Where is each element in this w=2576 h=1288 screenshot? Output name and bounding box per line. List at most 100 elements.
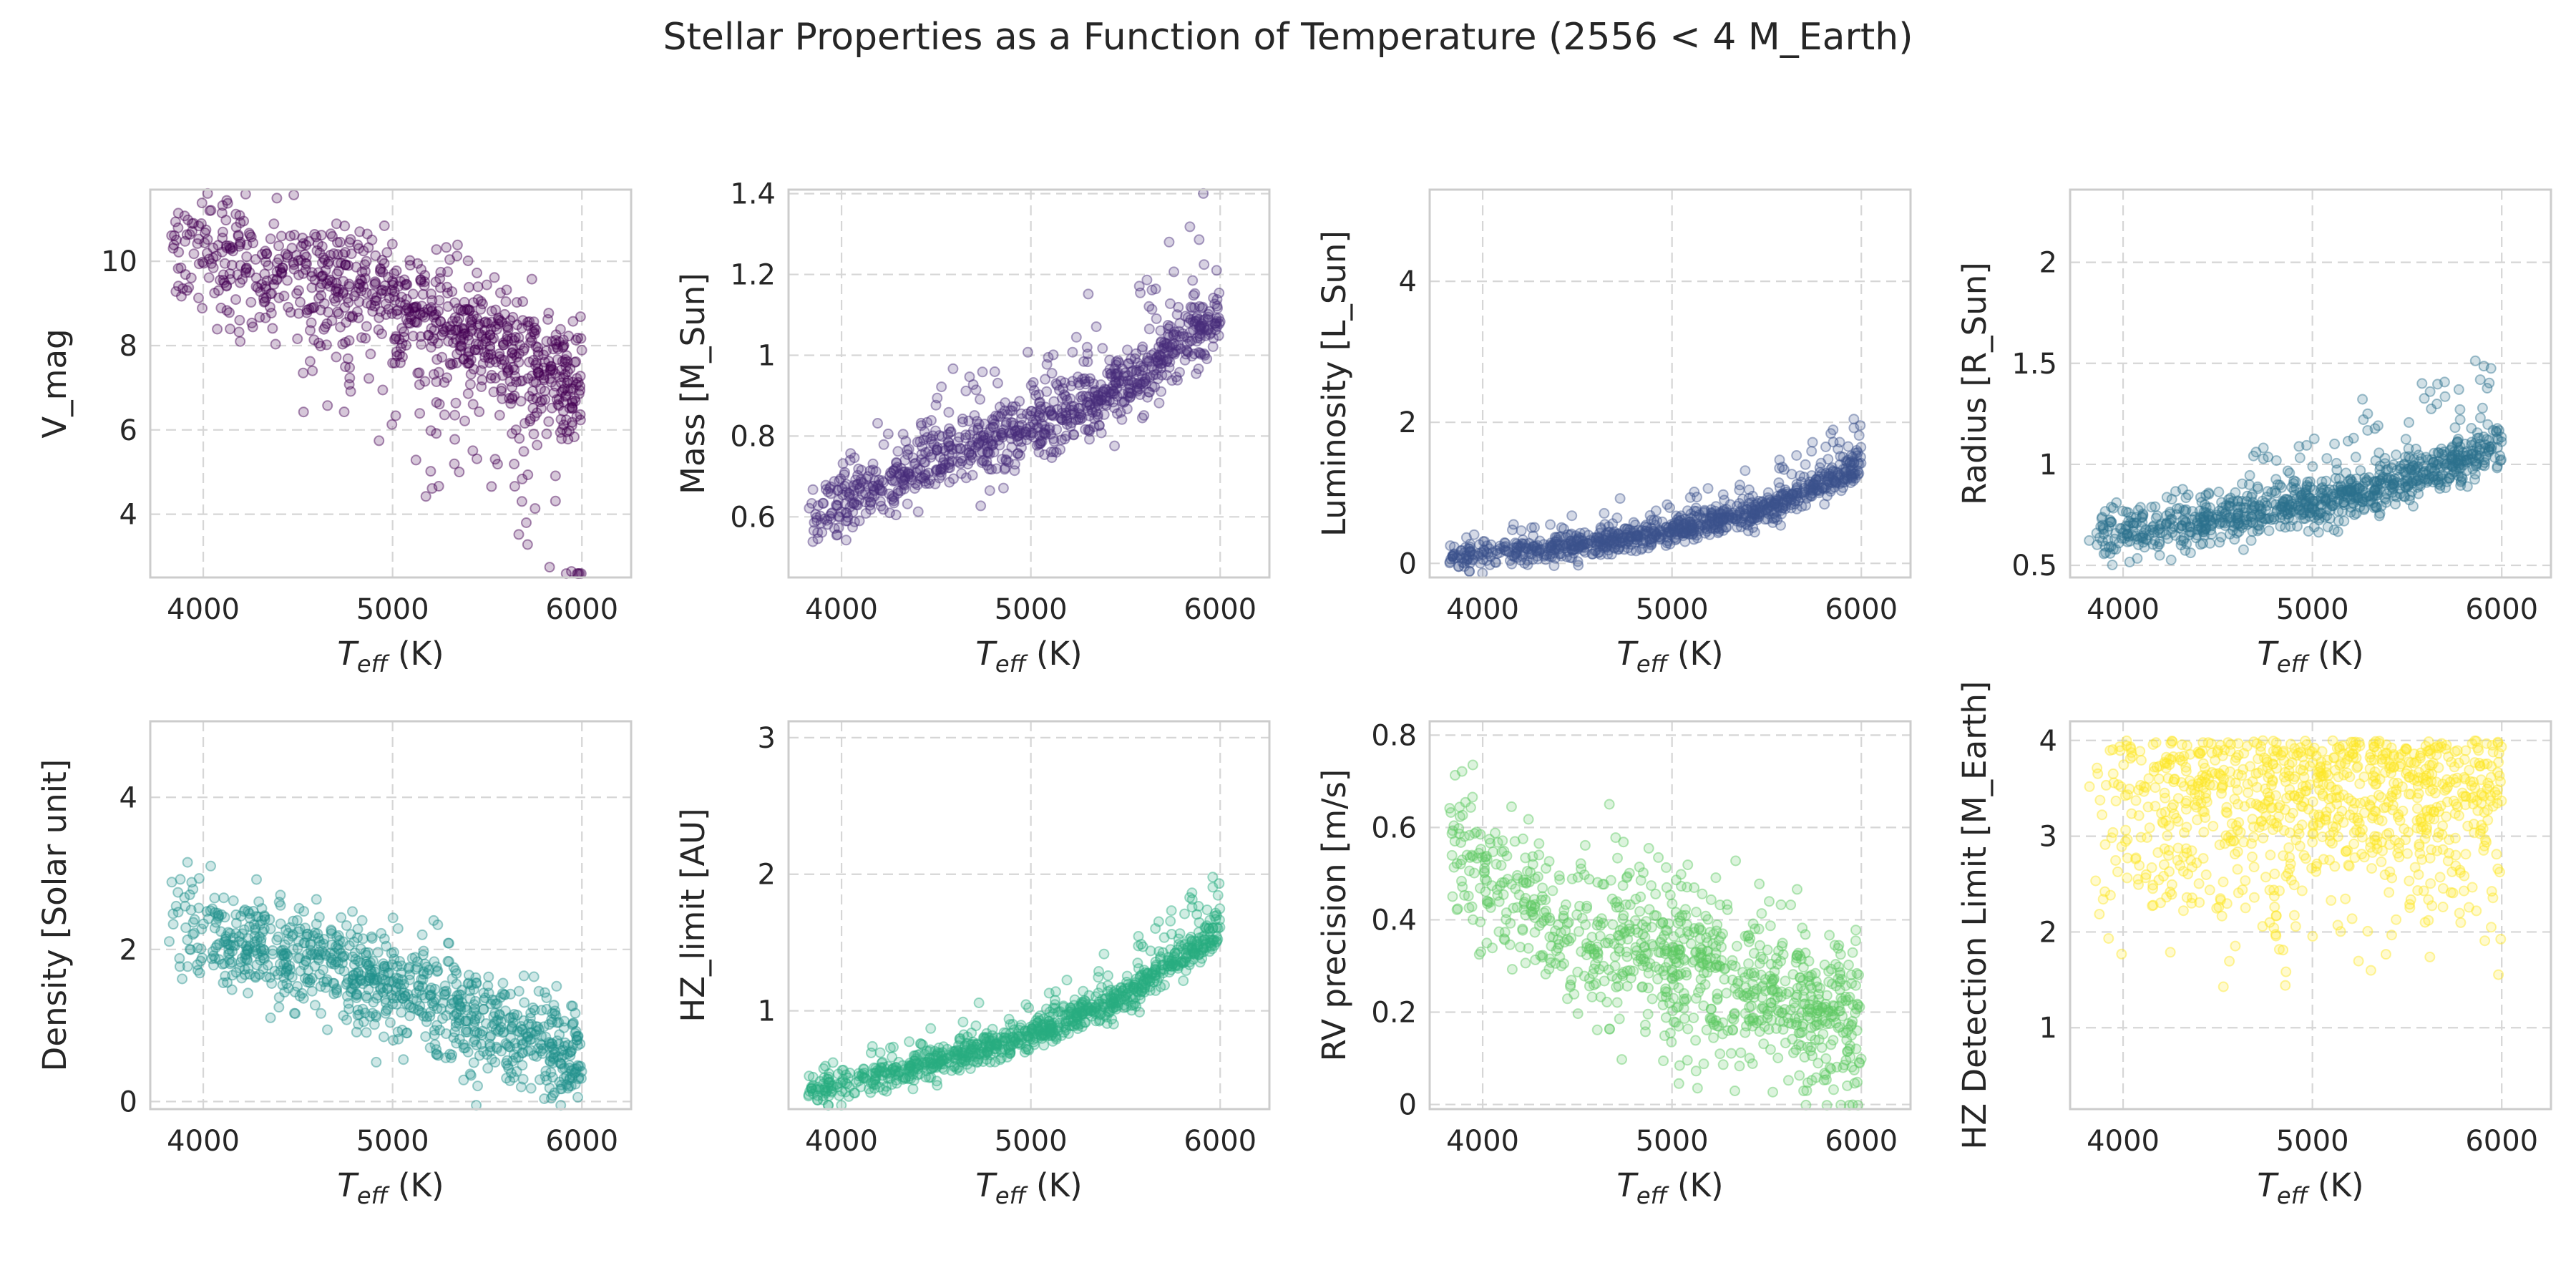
y-tick-label: 1: [758, 339, 776, 372]
data-point: [263, 260, 274, 271]
y-tick-label: 0.5: [2011, 550, 2057, 582]
data-point: [395, 357, 406, 369]
data-point: [2237, 522, 2248, 533]
data-point: [416, 301, 427, 312]
data-point: [183, 282, 195, 293]
data-point: [250, 272, 262, 283]
data-point: [347, 906, 358, 917]
data-point: [338, 286, 349, 298]
data-point: [181, 229, 192, 240]
data-point: [516, 323, 527, 333]
data-point: [515, 396, 527, 407]
data-point: [982, 433, 993, 444]
data-point: [527, 394, 538, 404]
data-point: [393, 280, 404, 292]
data-point: [377, 384, 389, 396]
data-point: [449, 297, 461, 308]
data-point: [434, 399, 445, 410]
data-point: [446, 1052, 457, 1063]
data-point: [548, 387, 560, 399]
data-point: [1138, 361, 1149, 373]
data-point: [1828, 424, 1839, 436]
data-point: [1615, 532, 1626, 544]
data-point: [1083, 391, 1095, 402]
data-point: [528, 376, 540, 387]
data-point: [2248, 450, 2259, 462]
data-point: [1093, 966, 1104, 977]
data-point: [1762, 487, 1774, 498]
data-point: [2355, 465, 2366, 476]
data-point: [311, 231, 322, 243]
data-point: [480, 333, 492, 344]
data-point: [512, 1025, 523, 1037]
data-point: [459, 304, 471, 315]
data-point: [298, 238, 309, 249]
data-point: [522, 469, 534, 480]
data-point: [483, 971, 494, 982]
data-point: [307, 365, 318, 376]
data-point: [197, 256, 208, 268]
data-point: [209, 892, 220, 904]
data-point: [1644, 536, 1656, 547]
data-point: [541, 428, 552, 439]
y-axis-label: Luminosity [L_Sun]: [1315, 230, 1353, 537]
data-point: [245, 229, 255, 240]
data-point: [360, 265, 371, 277]
data-point: [543, 416, 555, 427]
data-point: [552, 399, 564, 410]
data-point: [542, 313, 554, 325]
data-point: [266, 288, 278, 299]
data-point: [259, 910, 270, 922]
x-tick-label: 6000: [545, 1125, 618, 1158]
data-point: [198, 258, 210, 269]
data-point: [188, 248, 200, 260]
data-point: [472, 453, 482, 464]
data-point: [356, 275, 368, 286]
data-point: [256, 278, 268, 290]
data-point: [502, 322, 514, 333]
data-point: [203, 913, 214, 924]
data-point: [340, 259, 351, 270]
data-point: [507, 381, 518, 393]
data-point: [338, 406, 350, 418]
data-point: [1146, 284, 1158, 296]
data-point: [467, 399, 479, 410]
data-point: [375, 264, 386, 275]
data-point: [172, 222, 184, 233]
data-point: [258, 296, 270, 308]
data-point: [230, 208, 242, 220]
data-point: [451, 357, 462, 369]
data-point: [401, 279, 413, 291]
data-point: [215, 926, 227, 937]
data-point: [531, 407, 542, 419]
data-point: [2379, 492, 2391, 504]
data-point: [2346, 482, 2357, 494]
data-point: [1777, 462, 1788, 473]
data-point: [551, 394, 562, 405]
data-point: [384, 1017, 396, 1028]
data-point: [553, 394, 565, 405]
data-point: [527, 370, 538, 381]
data-point: [575, 414, 586, 426]
data-point: [926, 415, 937, 426]
data-point: [319, 949, 331, 960]
data-point: [369, 301, 381, 312]
data-point: [2333, 515, 2344, 527]
y-tick-label: 4: [1399, 265, 1417, 298]
data-point: [212, 323, 223, 335]
data-point: [396, 1007, 407, 1018]
data-point: [864, 465, 876, 477]
data-point: [449, 458, 460, 469]
data-point: [408, 331, 419, 342]
data-point: [378, 1031, 389, 1043]
x-axis-label: Teff (K): [975, 635, 1082, 678]
y-tick-label: 2: [1399, 406, 1417, 439]
data-point: [2166, 514, 2177, 525]
data-point: [1090, 401, 1101, 413]
data-point: [2357, 394, 2368, 405]
data-point: [1853, 430, 1865, 441]
data-point: [984, 485, 995, 497]
data-point: [1111, 371, 1121, 383]
data-point: [1168, 348, 1179, 359]
data-point: [2113, 537, 2124, 549]
